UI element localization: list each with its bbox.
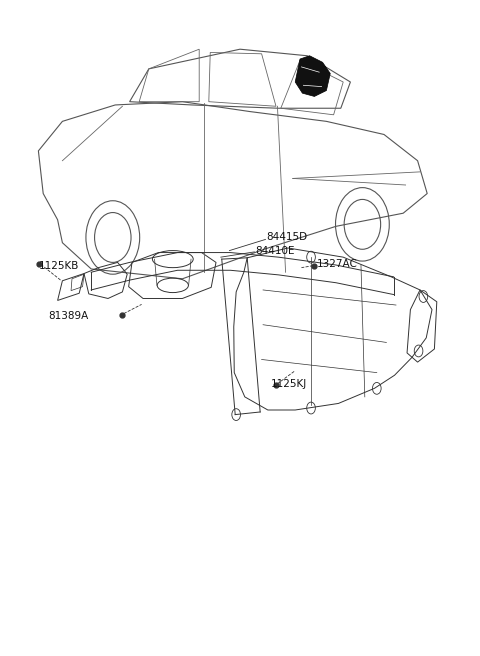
- Text: 1125KB: 1125KB: [38, 260, 79, 271]
- Polygon shape: [295, 56, 330, 96]
- Text: 81389A: 81389A: [48, 311, 88, 321]
- Text: 1125KJ: 1125KJ: [271, 379, 308, 389]
- Text: 84415D: 84415D: [266, 232, 308, 243]
- Text: 1327AC: 1327AC: [317, 259, 358, 270]
- Text: 84410E: 84410E: [255, 245, 295, 256]
